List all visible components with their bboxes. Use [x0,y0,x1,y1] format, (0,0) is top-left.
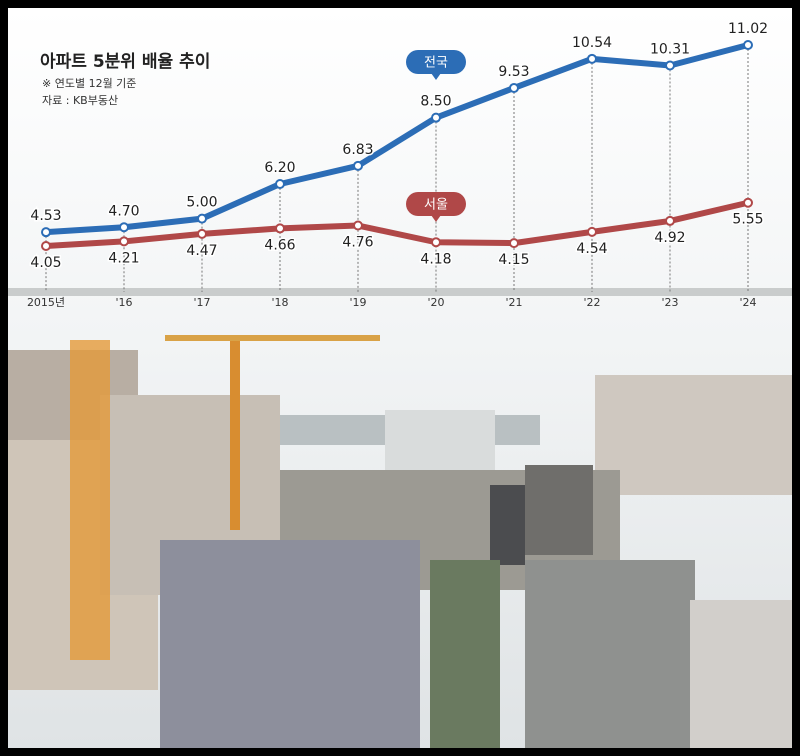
value-label: 11.02 [728,21,768,37]
series-line [45,199,749,249]
chart-title: 아파트 5분위 배율 추이 [40,52,210,72]
value-label: 4.05 [30,255,61,271]
value-label: 6.83 [342,142,373,158]
source: 자료 : KB부동산 [42,94,118,107]
value-label: 4.92 [654,230,685,246]
point [665,215,675,226]
point [743,40,753,50]
value-label: 8.50 [420,94,451,110]
x-tick-label: '19 [349,296,366,309]
point [587,53,597,64]
subtitle: ※ 연도별 12월 기준 [42,77,136,90]
axis-band [8,288,792,296]
point [743,197,753,208]
legend-pointer [431,215,441,222]
point [431,237,441,248]
x-tick-label: '16 [115,296,132,309]
value-label: 9.53 [498,64,529,80]
x-tick-label: '23 [661,296,678,309]
x-tick-label: '22 [583,296,600,309]
point [509,82,519,93]
value-label: 5.55 [732,212,763,228]
point [509,238,519,249]
value-label: 6.20 [264,160,295,176]
value-label: 4.66 [264,237,295,253]
value-label: 5.00 [186,195,217,211]
point [665,60,675,71]
point [41,241,51,251]
x-tick-label: '24 [739,296,756,309]
legend-badge [406,192,466,216]
point [197,228,207,239]
value-label: 4.76 [342,235,373,251]
point [353,160,363,171]
value-label: 4.21 [108,250,139,266]
value-label: 10.54 [572,35,612,51]
x-tick-label: '17 [193,296,210,309]
value-label: 4.18 [420,251,451,267]
value-label: 4.53 [30,208,61,224]
point [275,178,285,189]
series-line [45,42,749,236]
x-tick-label: '20 [427,296,444,309]
value-label: 10.31 [650,41,690,57]
x-tick-label: '21 [505,296,522,309]
legend-label: 전국 [424,56,448,71]
photo [8,8,792,748]
point [41,227,51,238]
point [353,220,363,231]
x-tick-label: '18 [271,296,288,309]
point [119,222,129,233]
value-label: 4.54 [576,241,607,257]
value-label: 4.47 [186,243,217,259]
legend-badge [406,50,466,74]
point [197,213,207,224]
legend-label: 서울 [424,198,448,213]
legend-pointer [431,73,441,80]
value-label: 4.70 [108,203,139,219]
point [275,223,285,234]
point [587,226,597,237]
point [119,236,129,247]
x-tick-label: 2015년 [27,296,65,309]
point [431,112,441,123]
value-label: 4.15 [498,252,529,268]
